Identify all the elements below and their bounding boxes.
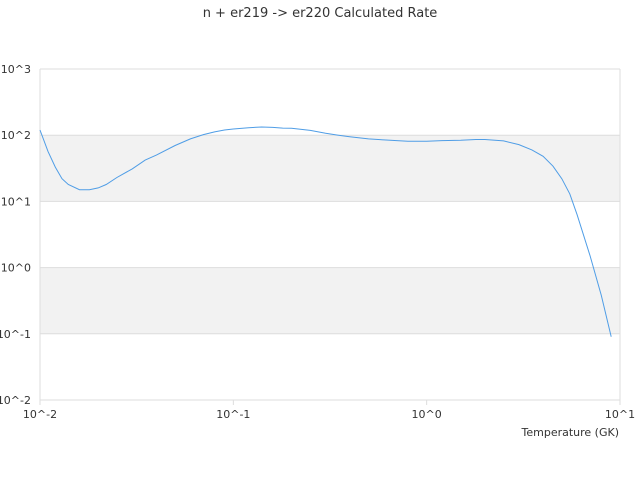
x-tick-label: 10^1 xyxy=(605,408,635,421)
y-tick-label: 10^1 xyxy=(1,195,31,208)
x-tick-label: 10^-2 xyxy=(23,408,57,421)
x-axis-ticks: 10^-2 10^-1 10^0 10^1 xyxy=(23,408,635,421)
y-tick-label: 10^0 xyxy=(1,262,31,275)
x-axis-label: Temperature (GK) xyxy=(521,426,620,439)
chart-title: n + er219 -> er220 Calculated Rate xyxy=(203,6,438,21)
series-line xyxy=(39,126,612,337)
y-tick-label: 10^3 xyxy=(1,63,31,76)
y-tick-label: 10^-2 xyxy=(0,394,31,407)
y-axis-ticks: 10^-2 10^-1 10^0 10^1 10^2 10^3 xyxy=(0,63,31,407)
y-tick-label: 10^2 xyxy=(1,129,31,142)
plot-bands xyxy=(40,135,620,334)
plot-band xyxy=(40,267,620,334)
plot-band xyxy=(40,135,620,202)
grid-lines xyxy=(39,68,621,405)
y-tick-label: 10^-1 xyxy=(0,328,31,341)
x-tick-label: 10^-1 xyxy=(216,408,250,421)
x-tick-label: 10^0 xyxy=(412,408,442,421)
